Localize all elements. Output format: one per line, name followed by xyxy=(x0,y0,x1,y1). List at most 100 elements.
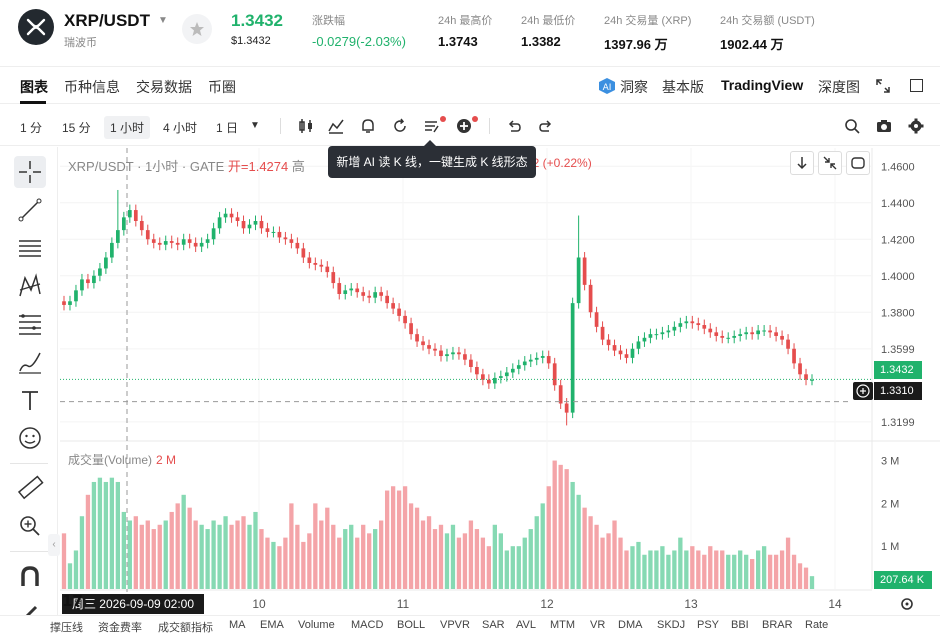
y-tick-label: 1.3800 xyxy=(881,307,915,319)
fib-tool[interactable] xyxy=(14,308,46,340)
indicator-12[interactable]: VR xyxy=(590,619,606,631)
redo-icon[interactable] xyxy=(537,117,555,135)
indicator-14[interactable]: SKDJ xyxy=(657,619,686,631)
indicators-icon[interactable] xyxy=(327,117,345,135)
volume-bar xyxy=(648,550,653,589)
candle-body xyxy=(720,335,725,338)
candle-type-icon[interactable] xyxy=(297,117,315,135)
volume-bar xyxy=(343,529,348,589)
collapse-panel-icon[interactable]: ‹ xyxy=(48,534,60,556)
indicator-15[interactable]: PSY xyxy=(697,619,720,631)
gear-icon[interactable] xyxy=(899,596,915,612)
fit-button[interactable] xyxy=(818,151,842,175)
volume-bar xyxy=(696,550,701,589)
expand-icon[interactable] xyxy=(876,79,890,93)
ai-read-kline-icon[interactable] xyxy=(423,117,441,135)
horizontal-lines-tool[interactable] xyxy=(14,232,46,264)
brush-tool[interactable] xyxy=(14,346,46,378)
tab-coin-info[interactable]: 币种信息 xyxy=(64,79,120,95)
indicator-11[interactable]: MTM xyxy=(550,619,576,631)
refresh-button[interactable] xyxy=(846,151,870,175)
indicator-5[interactable]: Volume xyxy=(298,619,335,631)
ai-insight-icon: AI xyxy=(599,78,615,94)
volume-bar xyxy=(91,481,97,589)
scroll-latest-button[interactable] xyxy=(790,151,814,175)
tab-tradingview[interactable]: TradingView xyxy=(721,77,804,93)
volume-bar xyxy=(139,524,144,589)
favorite-button[interactable] xyxy=(182,14,212,44)
add-plus-icon[interactable] xyxy=(455,117,473,135)
timeframe-1h[interactable]: 1 小时 xyxy=(104,116,151,139)
alert-icon[interactable] xyxy=(359,117,377,135)
volume-bar xyxy=(720,550,725,589)
camera-icon[interactable] xyxy=(875,117,893,135)
tab-circle[interactable]: 币圈 xyxy=(208,79,236,95)
chevron-down-icon[interactable]: ▼ xyxy=(158,15,168,26)
tab-depth[interactable]: 深度图 xyxy=(818,79,860,95)
stat-value: -0.0279(-2.03%) xyxy=(312,34,406,49)
pair-name[interactable]: XRP/USDT xyxy=(64,11,150,30)
gear-icon[interactable] xyxy=(907,117,925,135)
magnet-tool[interactable] xyxy=(14,561,46,593)
pattern-tool[interactable] xyxy=(14,270,46,302)
search-icon[interactable] xyxy=(843,117,861,135)
trend-line-tool[interactable] xyxy=(14,194,46,226)
volume-bar xyxy=(390,486,396,589)
volume-bar xyxy=(546,486,551,589)
candle-body xyxy=(277,231,282,238)
indicator-1[interactable]: 资金费率 xyxy=(98,622,142,634)
zoom-tool[interactable] xyxy=(14,510,46,542)
timeframe-1d[interactable]: 1 日 xyxy=(216,121,239,135)
candle-body xyxy=(139,221,144,231)
candle-body xyxy=(265,228,270,232)
indicator-10[interactable]: AVL xyxy=(516,619,536,631)
add-order-button[interactable] xyxy=(853,382,873,400)
timeframe-15m[interactable]: 15 分 xyxy=(62,121,91,135)
volume-bar xyxy=(307,533,312,589)
candle-body xyxy=(403,315,407,324)
candle-body xyxy=(295,242,300,249)
chevron-down-icon[interactable]: ▼ xyxy=(250,120,260,131)
tab-chart[interactable]: 图表 xyxy=(20,79,48,95)
indicator-0[interactable]: 撑压线 xyxy=(50,622,83,634)
candle-body xyxy=(355,288,360,293)
x-tick-label: 14 xyxy=(828,597,842,611)
tab-insight[interactable]: 洞察 xyxy=(620,79,648,95)
timeframe-4h[interactable]: 4 小时 xyxy=(163,121,198,135)
candle-body xyxy=(522,361,527,366)
candle-body xyxy=(510,368,515,373)
volume-bar xyxy=(103,481,109,589)
indicator-7[interactable]: BOLL xyxy=(397,619,426,631)
indicator-17[interactable]: BRAR xyxy=(762,619,793,631)
replay-icon[interactable] xyxy=(391,117,409,135)
indicator-2[interactable]: 成交额指标 xyxy=(158,622,213,634)
emoji-tool[interactable] xyxy=(14,422,46,454)
indicator-13[interactable]: DMA xyxy=(618,619,643,631)
indicator-4[interactable]: EMA xyxy=(260,619,284,631)
volume-bar xyxy=(462,533,468,589)
crosshair-tool[interactable] xyxy=(14,156,46,188)
volume-bar xyxy=(510,546,515,589)
text-tool[interactable] xyxy=(14,384,46,416)
indicator-16[interactable]: BBI xyxy=(731,619,749,631)
volume-bar xyxy=(785,537,791,589)
candle-body xyxy=(762,330,766,332)
ruler-tool[interactable] xyxy=(14,472,46,504)
tab-trade-data[interactable]: 交易数据 xyxy=(136,79,192,95)
volume-bar xyxy=(564,469,569,589)
volume-bar xyxy=(576,494,581,589)
timeframe-1m[interactable]: 1 分 xyxy=(20,121,43,135)
indicator-6[interactable]: MACD xyxy=(351,619,384,631)
indicator-3[interactable]: MA xyxy=(229,619,246,631)
tab-basic[interactable]: 基本版 xyxy=(662,79,704,95)
indicator-9[interactable]: SAR xyxy=(482,619,505,631)
candle-body xyxy=(708,328,713,333)
window-icon[interactable] xyxy=(910,79,923,92)
last-price-usd: $1.3432 xyxy=(231,35,271,47)
indicator-18[interactable]: Rate xyxy=(805,619,829,631)
candle-body xyxy=(642,337,647,342)
volume-bar xyxy=(199,524,204,589)
indicator-8[interactable]: VPVR xyxy=(440,619,470,631)
undo-icon[interactable] xyxy=(505,117,523,135)
